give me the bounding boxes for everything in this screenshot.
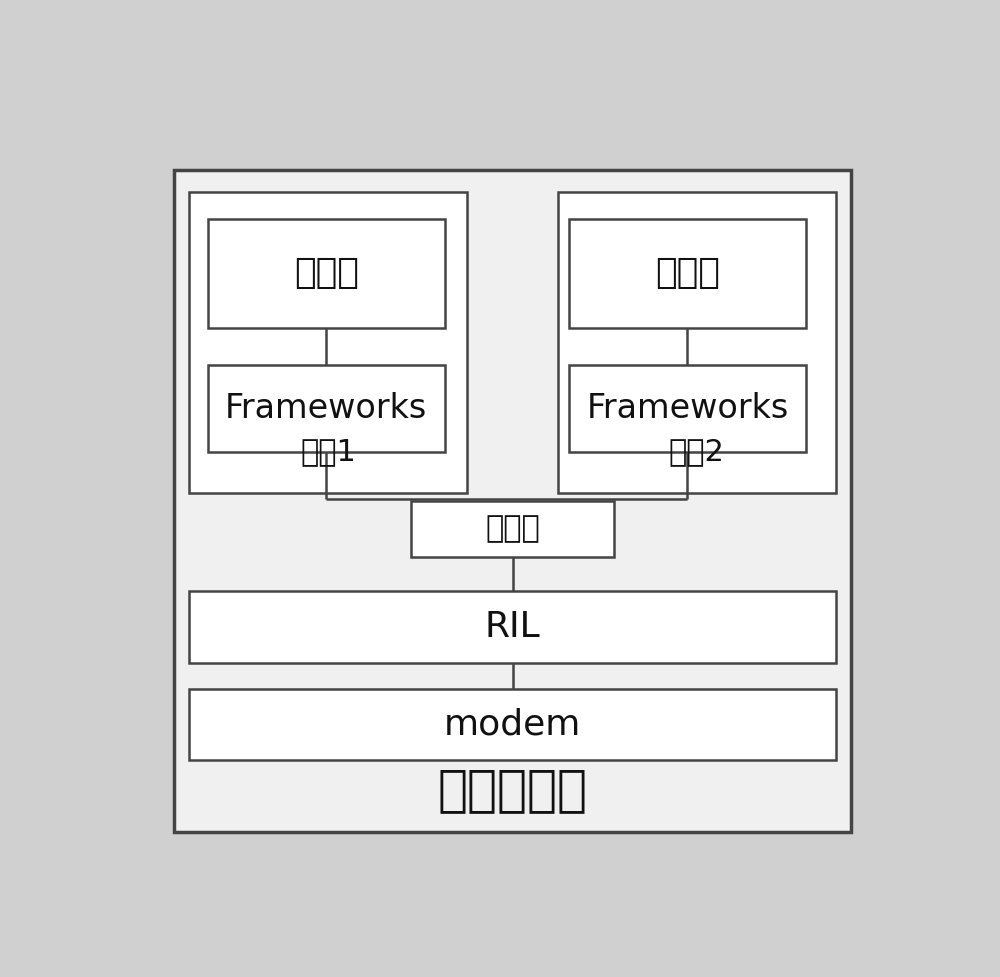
Bar <box>189 192 467 493</box>
Bar <box>208 365 445 452</box>
Text: RIL: RIL <box>485 610 540 644</box>
Bar <box>569 365 806 452</box>
Text: 应用层: 应用层 <box>294 256 359 290</box>
Bar <box>174 170 851 832</box>
Bar <box>208 219 445 328</box>
Bar <box>411 501 614 557</box>
Text: 多系统终端: 多系统终端 <box>438 767 588 815</box>
Text: 系统2: 系统2 <box>669 438 725 466</box>
Bar <box>569 219 806 328</box>
Text: 应用层: 应用层 <box>655 256 720 290</box>
Text: 存储器: 存储器 <box>485 515 540 543</box>
Bar <box>189 591 836 662</box>
Bar <box>558 192 836 493</box>
Text: 系统1: 系统1 <box>300 438 356 466</box>
Text: Frameworks: Frameworks <box>586 392 789 425</box>
Text: Frameworks: Frameworks <box>225 392 427 425</box>
Text: modem: modem <box>444 707 581 742</box>
Bar <box>189 689 836 760</box>
